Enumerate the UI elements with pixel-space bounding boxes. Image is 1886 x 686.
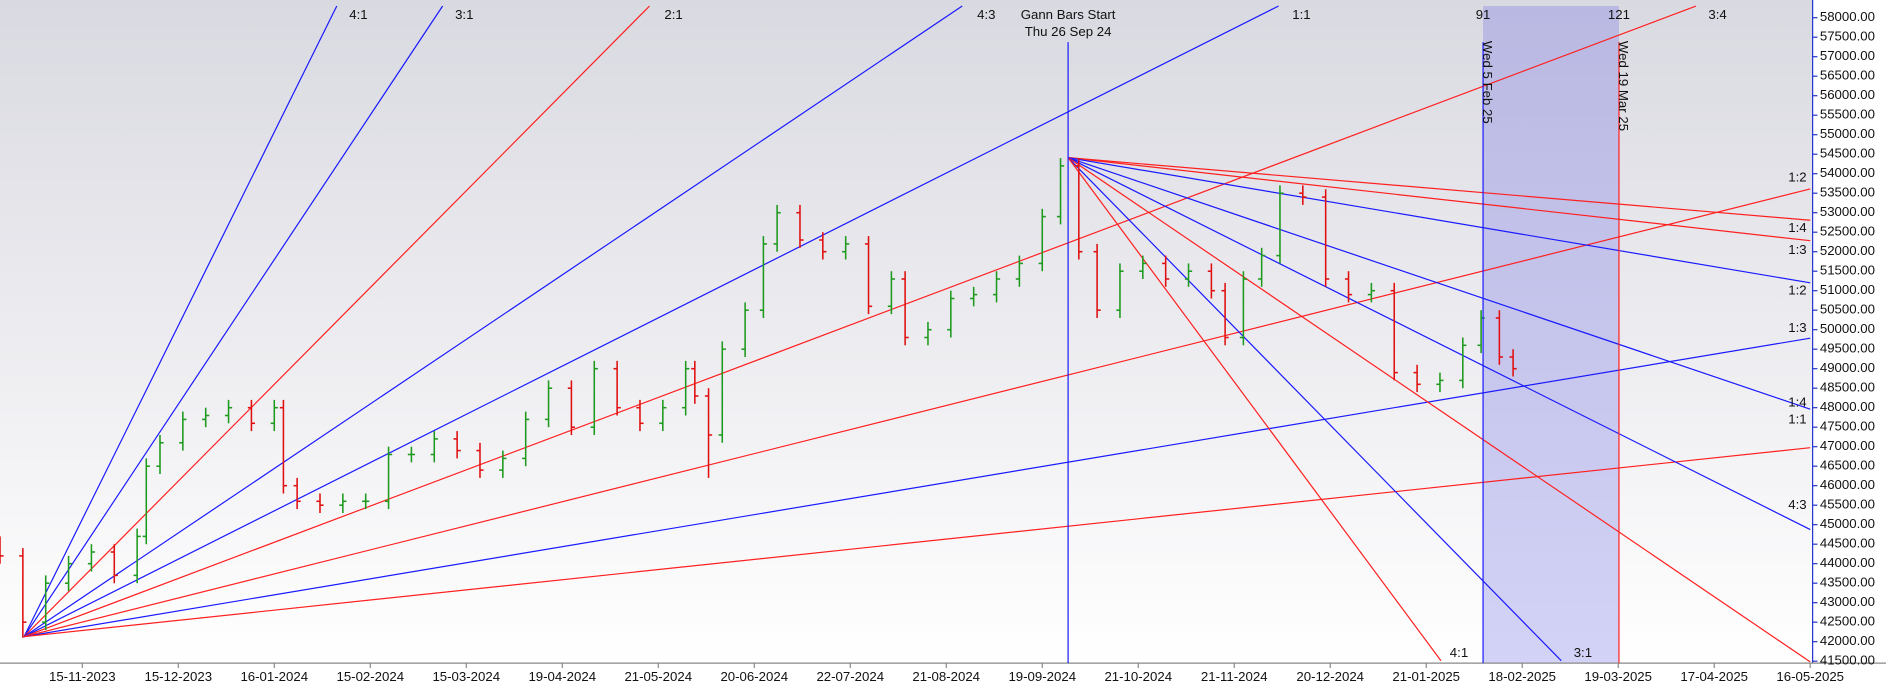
y-tick-label: 53500.00 — [1820, 185, 1875, 200]
y-tick-label: 54000.00 — [1820, 165, 1875, 180]
fan-label: 2:1 — [664, 7, 682, 22]
y-tick-label: 55500.00 — [1820, 107, 1875, 122]
x-tick-label: 20-12-2024 — [1296, 669, 1364, 684]
fan-label: 1:1 — [1788, 412, 1806, 427]
gann-line — [1067, 157, 1811, 410]
x-tick-label: 15-11-2023 — [49, 669, 116, 684]
fan-label: 4:1 — [1450, 645, 1468, 660]
y-tick-label: 45000.00 — [1820, 516, 1875, 531]
x-tick-label: 21-11-2024 — [1201, 669, 1268, 684]
y-tick-label: 52000.00 — [1820, 243, 1875, 258]
fan-label: 3:1 — [1574, 645, 1592, 660]
gann-line — [1068, 157, 1811, 221]
y-tick-label: 45500.00 — [1820, 497, 1875, 512]
x-tick-label: 21-01-2025 — [1392, 669, 1460, 684]
y-tick-label: 49500.00 — [1820, 341, 1875, 356]
x-tick-label: 19-04-2024 — [528, 669, 596, 684]
gann-line — [1068, 157, 1811, 242]
x-tick-label: 16-05-2025 — [1776, 669, 1844, 684]
x-tick-label: 15-12-2023 — [144, 669, 212, 684]
fan-label: 4:1 — [349, 7, 367, 22]
fan-label: 4:3 — [977, 7, 995, 22]
gann-line — [23, 337, 1811, 638]
y-tick-label: 50500.00 — [1820, 302, 1875, 317]
x-tick-label: 22-07-2024 — [816, 669, 884, 684]
gann-line — [1067, 157, 1562, 662]
fan-label: 1:1 — [1292, 7, 1310, 22]
y-tick-label: 42500.00 — [1820, 614, 1875, 629]
x-tick-label: 21-05-2024 — [624, 669, 692, 684]
gann-line — [23, 5, 338, 637]
gann-line — [23, 5, 1697, 638]
plot-background — [0, 0, 1813, 664]
fan-label: 3:4 — [1708, 7, 1726, 22]
y-tick-label: 55000.00 — [1820, 126, 1875, 141]
y-tick-label: 44500.00 — [1820, 536, 1875, 551]
fan-label: 1:4 — [1788, 395, 1806, 410]
y-tick-label: 42000.00 — [1820, 633, 1875, 648]
annotation: Gann Bars Start — [1021, 7, 1116, 22]
x-tick-label: 21-08-2024 — [912, 669, 980, 684]
y-tick-label: 44000.00 — [1820, 555, 1875, 570]
gann-line — [23, 5, 963, 638]
x-tick-label: 16-01-2024 — [240, 669, 308, 684]
y-tick-label: 51000.00 — [1820, 282, 1875, 297]
y-tick-label: 41500.00 — [1820, 653, 1875, 668]
fan-label: 1:3 — [1788, 320, 1806, 335]
fan-label: 1:3 — [1788, 242, 1806, 257]
gann-line — [23, 5, 650, 638]
date-annotation: Wed 5 Feb 25 — [1480, 41, 1495, 124]
fan-label: 1:2 — [1788, 283, 1806, 298]
y-tick-label: 52500.00 — [1820, 224, 1875, 239]
x-tick-label: 19-03-2025 — [1584, 669, 1652, 684]
gann-line — [23, 447, 1811, 638]
y-tick-label: 50000.00 — [1820, 321, 1875, 336]
gann-line — [1067, 157, 1811, 663]
fan-label: 1:2 — [1788, 170, 1806, 185]
y-tick-label: 54500.00 — [1820, 146, 1875, 161]
gann-line — [23, 5, 444, 637]
x-tick-label: 19-09-2024 — [1008, 669, 1076, 684]
gann-line — [23, 5, 1279, 638]
bar-count: 91 — [1476, 7, 1491, 22]
bar-count: 121 — [1608, 7, 1630, 22]
y-tick-label: 57500.00 — [1820, 29, 1875, 44]
date-annotation: Wed 19 Mar 25 — [1616, 41, 1631, 131]
y-tick-label: 47000.00 — [1820, 438, 1875, 453]
x-tick-label: 20-06-2024 — [720, 669, 788, 684]
gann-line — [1067, 157, 1811, 284]
annotation: Thu 26 Sep 24 — [1025, 24, 1112, 39]
fan-label: 3:1 — [455, 7, 473, 22]
fan-label: 4:3 — [1788, 497, 1806, 512]
y-tick-label: 47500.00 — [1820, 419, 1875, 434]
x-tick-label: 21-10-2024 — [1104, 669, 1172, 684]
y-tick-label: 46000.00 — [1820, 477, 1875, 492]
gann-line — [1067, 157, 1811, 531]
y-tick-label: 58000.00 — [1820, 9, 1875, 24]
y-tick-label: 46500.00 — [1820, 458, 1875, 473]
time-window — [1483, 6, 1619, 664]
gann-line — [23, 188, 1811, 638]
y-tick-label: 56500.00 — [1820, 68, 1875, 83]
x-tick-label: 18-02-2025 — [1488, 669, 1556, 684]
x-tick-label: 15-03-2024 — [432, 669, 500, 684]
y-tick-label: 43000.00 — [1820, 594, 1875, 609]
y-tick-label: 53000.00 — [1820, 204, 1875, 219]
fan-label: 1:4 — [1788, 220, 1806, 235]
y-tick-label: 57000.00 — [1820, 48, 1875, 63]
x-tick-label: 15-02-2024 — [336, 669, 404, 684]
y-tick-label: 51500.00 — [1820, 263, 1875, 278]
y-tick-label: 48000.00 — [1820, 399, 1875, 414]
y-tick-label: 56000.00 — [1820, 87, 1875, 102]
y-tick-label: 49000.00 — [1820, 360, 1875, 375]
x-tick-label: 17-04-2025 — [1680, 669, 1748, 684]
gann-line — [1067, 157, 1442, 662]
y-tick-label: 43500.00 — [1820, 575, 1875, 590]
y-tick-label: 48500.00 — [1820, 380, 1875, 395]
